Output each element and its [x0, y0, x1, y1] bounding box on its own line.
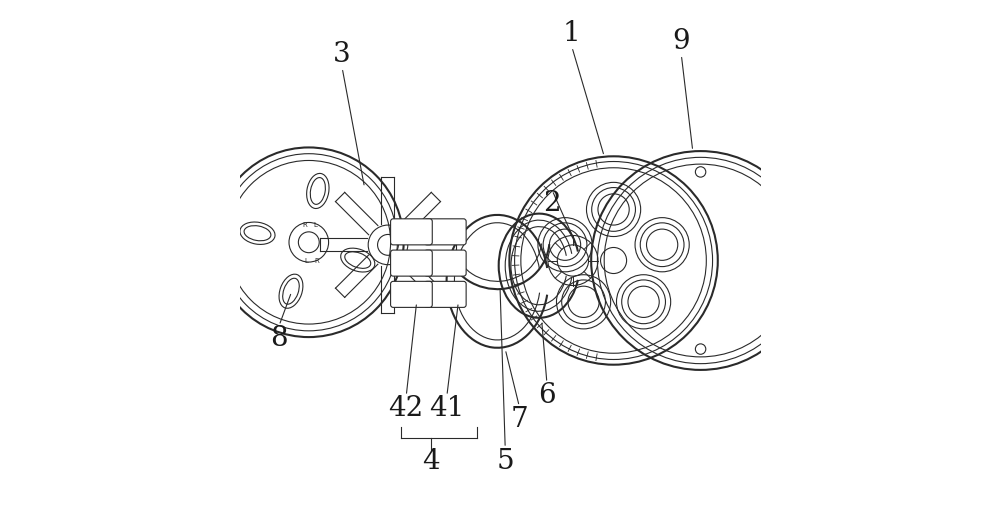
Text: 9: 9 [672, 28, 690, 55]
FancyBboxPatch shape [391, 281, 432, 307]
Text: 41: 41 [429, 395, 465, 423]
Text: R: R [302, 221, 307, 228]
Text: 3: 3 [333, 41, 351, 68]
Text: 4: 4 [422, 448, 440, 475]
Text: 2: 2 [543, 190, 561, 217]
Text: L: L [305, 258, 309, 264]
FancyBboxPatch shape [391, 250, 432, 276]
Text: 42: 42 [389, 395, 424, 423]
Text: R: R [315, 258, 320, 264]
Text: 1: 1 [563, 20, 581, 47]
Text: 8: 8 [270, 325, 288, 352]
FancyBboxPatch shape [424, 250, 466, 276]
Text: 6: 6 [538, 382, 556, 410]
FancyBboxPatch shape [391, 219, 432, 245]
Text: L: L [313, 221, 317, 228]
Text: 5: 5 [496, 448, 514, 475]
FancyBboxPatch shape [424, 281, 466, 307]
FancyBboxPatch shape [424, 219, 466, 245]
Text: 7: 7 [510, 406, 528, 433]
